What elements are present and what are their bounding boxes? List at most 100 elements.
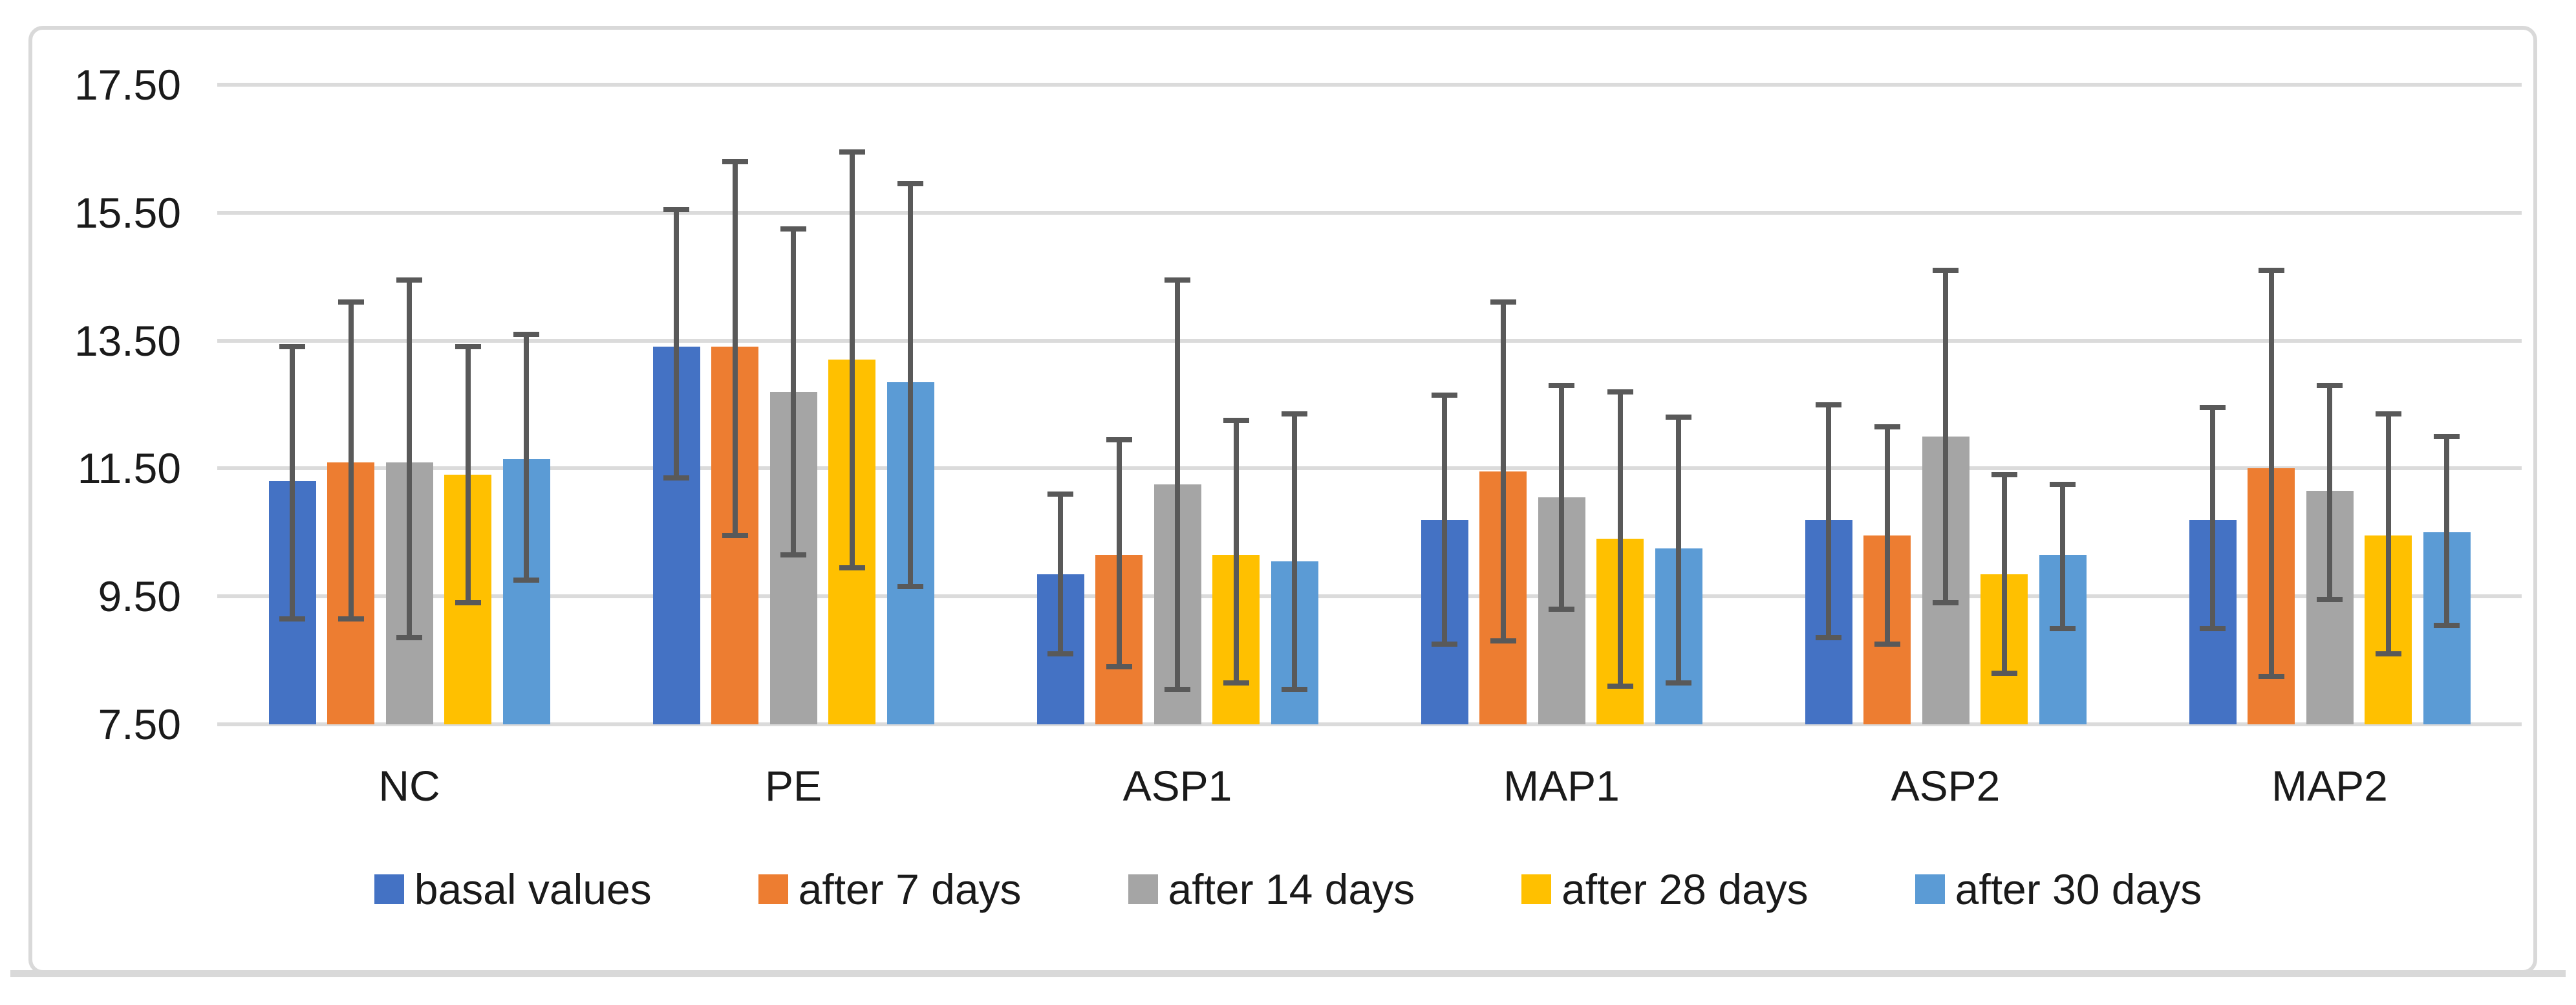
error-bar-cap-top <box>2258 267 2284 273</box>
error-bar-cap-top <box>780 226 806 232</box>
x-axis-label-map2: MAP2 <box>2271 762 2388 810</box>
error-bar-cap-bottom <box>897 584 923 590</box>
error-bar-cap-top <box>897 181 923 187</box>
error-bar-cap-bottom <box>2200 625 2226 631</box>
legend-item-series5: after 30 days <box>1915 867 2202 912</box>
page-bottom-edge <box>10 970 2566 977</box>
error-bar-cap-top <box>1223 418 1249 424</box>
error-bar-line <box>1559 385 1564 609</box>
error-bar-line <box>2385 414 2391 654</box>
error-bar-cap-top <box>1282 411 1307 417</box>
error-bar-cap-bottom <box>1165 686 1190 692</box>
y-tick-label: 15.50 <box>74 188 181 237</box>
error-bar-cap-top <box>513 331 539 337</box>
error-bar-cap-top <box>1165 277 1190 283</box>
error-bar-line <box>1292 414 1297 689</box>
error-bar-cap-bottom <box>1432 642 1457 647</box>
error-bar-cap-top <box>1991 472 2017 478</box>
error-bar-cap-top <box>1047 491 1073 497</box>
error-bar-line <box>791 228 796 555</box>
error-bar-line <box>1233 420 1239 683</box>
y-tick-label: 7.50 <box>98 700 181 748</box>
legend-item-series2: after 7 days <box>758 867 1022 912</box>
error-bar-cap-bottom <box>2258 673 2284 679</box>
error-bar-cap-bottom <box>338 616 364 621</box>
error-bar-cap-top <box>839 149 865 155</box>
error-bar-cap-top <box>1816 402 1841 407</box>
error-bar-cap-top <box>1106 437 1132 442</box>
error-bar-cap-top <box>2200 405 2226 411</box>
legend-item-series3: after 14 days <box>1128 867 1415 912</box>
error-bar-cap-top <box>1432 392 1457 398</box>
error-bar-line <box>1175 279 1180 689</box>
error-bar-line <box>674 209 679 479</box>
error-bar-cap-bottom <box>2434 622 2460 628</box>
error-bar-cap-bottom <box>1047 651 1073 657</box>
error-bar-line <box>2001 475 2007 673</box>
error-bar-cap-bottom <box>780 552 806 557</box>
error-bar-cap-bottom <box>722 533 748 539</box>
error-bar-cap-top <box>396 277 422 283</box>
error-bar-cap-bottom <box>279 616 305 621</box>
y-tick-label: 9.50 <box>98 572 181 621</box>
error-bar-cap-bottom <box>1282 686 1307 692</box>
error-bar-cap-bottom <box>1549 606 1574 612</box>
error-bar-cap-bottom <box>513 578 539 583</box>
gridline <box>217 210 2522 215</box>
error-bar-cap-bottom <box>1816 635 1841 641</box>
x-axis-label-map1: MAP1 <box>1503 762 1620 810</box>
error-bar-cap-bottom <box>1490 638 1516 644</box>
error-bar-line <box>407 279 412 638</box>
error-bar-cap-top <box>2317 382 2343 388</box>
error-bar-line <box>1116 439 1122 667</box>
error-bar-cap-bottom <box>839 565 865 570</box>
error-bar-line <box>1884 427 1890 645</box>
error-bar-cap-bottom <box>1933 600 1959 606</box>
error-bar-cap-top <box>1933 267 1959 273</box>
legend-item-series1: basal values <box>374 867 652 912</box>
legend-swatch-icon <box>758 874 788 904</box>
error-bar-line <box>348 302 354 619</box>
error-bar-cap-bottom <box>396 635 422 641</box>
gridline <box>217 722 2522 726</box>
error-bar-line <box>1826 404 1831 638</box>
gridline <box>217 83 2522 87</box>
y-tick-label: 17.50 <box>74 61 181 109</box>
legend-label: after 30 days <box>1955 865 2202 913</box>
legend-label: after 28 days <box>1562 865 1809 913</box>
error-bar-cap-top <box>1666 415 1691 420</box>
error-bar-cap-top <box>2050 482 2076 488</box>
error-bar-line <box>524 334 529 581</box>
error-bar-line <box>465 347 471 603</box>
error-bar-cap-top <box>1490 299 1516 305</box>
x-axis-label-asp1: ASP1 <box>1122 762 1232 810</box>
y-tick-label: 11.50 <box>77 444 181 493</box>
error-bar-line <box>1617 391 1623 686</box>
gridline <box>217 338 2522 343</box>
y-tick-label: 13.50 <box>74 316 181 365</box>
error-bar-line <box>2327 385 2332 600</box>
error-bar-cap-bottom <box>2375 651 2401 657</box>
error-bar-line <box>1676 417 1681 683</box>
legend-item-series4: after 28 days <box>1521 867 1809 912</box>
error-bar-line <box>2060 484 2065 629</box>
error-bar-cap-top <box>663 206 689 212</box>
legend-swatch-icon <box>374 874 404 904</box>
error-bar-cap-top <box>338 299 364 305</box>
error-bar-cap-bottom <box>2317 597 2343 603</box>
error-bar-line <box>732 161 738 536</box>
error-bar-line <box>2268 270 2274 676</box>
error-bar-line <box>2444 436 2449 625</box>
x-axis-label-pe: PE <box>764 762 822 810</box>
error-bar-cap-bottom <box>663 475 689 481</box>
gridline <box>217 466 2522 471</box>
error-bar-cap-top <box>1874 424 1900 430</box>
error-bar-line <box>2210 407 2215 629</box>
error-bar-cap-top <box>1607 389 1633 394</box>
legend-swatch-icon <box>1915 874 1945 904</box>
error-bar-cap-top <box>2434 433 2460 439</box>
error-bar-cap-top <box>279 344 305 350</box>
error-bar-cap-top <box>1549 382 1574 388</box>
error-bar-cap-top <box>455 344 481 350</box>
